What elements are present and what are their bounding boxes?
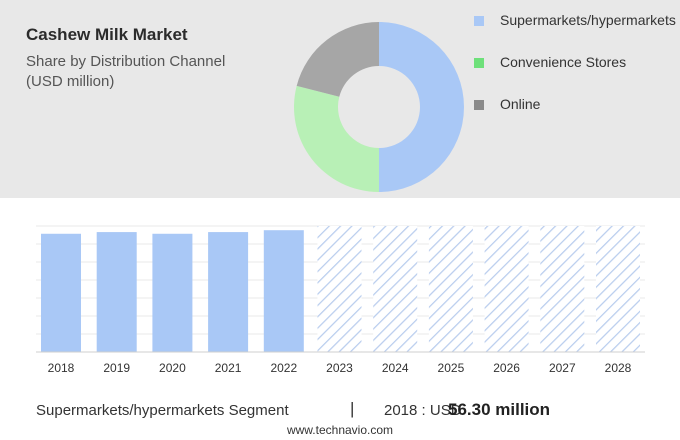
x-tick-label-2019: 2019 bbox=[103, 361, 130, 375]
donut-chart bbox=[294, 22, 464, 192]
x-tick-label-2026: 2026 bbox=[493, 361, 520, 375]
donut-slice-2 bbox=[296, 22, 379, 97]
x-tick-label-2018: 2018 bbox=[48, 361, 75, 375]
bar-2021 bbox=[208, 232, 249, 352]
legend-label: Supermarkets/hypermarkets bbox=[500, 12, 676, 28]
donut-slice-1 bbox=[294, 85, 379, 192]
bar-2019 bbox=[96, 232, 137, 352]
chart-title: Cashew Milk Market bbox=[26, 25, 188, 44]
bar-2022 bbox=[263, 230, 304, 352]
segment-divider: | bbox=[350, 399, 355, 418]
forecast-bar-2024 bbox=[373, 226, 418, 352]
x-tick-label-2028: 2028 bbox=[605, 361, 632, 375]
x-tick-label-2025: 2025 bbox=[438, 361, 465, 375]
donut-slice-0 bbox=[379, 22, 464, 192]
legend-swatch bbox=[474, 16, 484, 26]
forecast-bar-2023 bbox=[317, 226, 362, 352]
x-tick-label-2023: 2023 bbox=[326, 361, 353, 375]
x-tick-label-2022: 2022 bbox=[270, 361, 297, 375]
legend-label: Online bbox=[500, 96, 541, 112]
legend-swatch bbox=[474, 100, 484, 110]
forecast-bar-2026 bbox=[484, 226, 529, 352]
x-tick-label-2024: 2024 bbox=[382, 361, 409, 375]
x-tick-label-2021: 2021 bbox=[215, 361, 242, 375]
segment-value: 56.30 million bbox=[448, 400, 550, 420]
forecast-bar-2027 bbox=[540, 226, 585, 352]
bar-chart: 2018 2019 2020 2021 2022 2023 2024 2025 2026 2027… bbox=[36, 225, 645, 375]
footer-website: www.technavio.com bbox=[286, 423, 394, 437]
x-tick-label-2020: 2020 bbox=[159, 361, 186, 375]
forecast-bar-2025 bbox=[428, 226, 473, 352]
forecast-bar-2028 bbox=[596, 226, 640, 352]
segment-year: 2018 : USD bbox=[384, 402, 462, 419]
bar-2018 bbox=[41, 233, 81, 352]
x-tick-label-2027: 2027 bbox=[549, 361, 576, 375]
chart-subtitle: Share by Distribution Channel (USD milli… bbox=[26, 53, 226, 90]
legend-label: Convenience Stores bbox=[500, 54, 627, 70]
segment-label: Supermarkets/hypermarkets Segment bbox=[36, 402, 289, 419]
legend-swatch bbox=[474, 58, 484, 68]
bar-2020 bbox=[152, 233, 193, 352]
segment-value-amount: 56.30 million bbox=[448, 400, 551, 419]
